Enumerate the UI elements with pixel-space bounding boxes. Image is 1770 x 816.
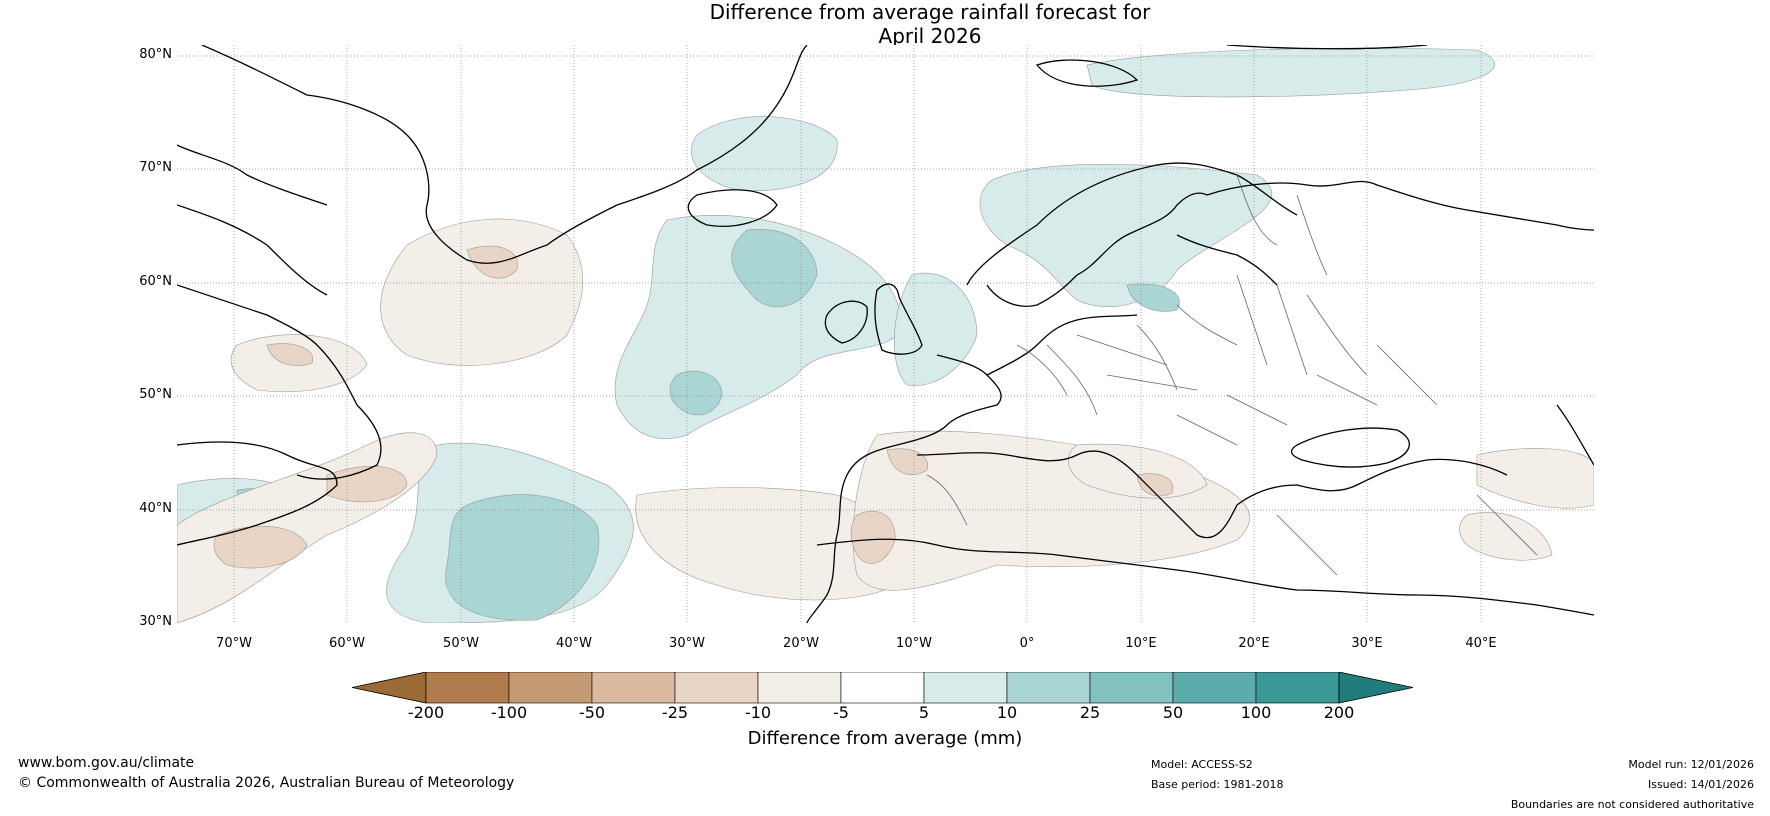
wet-region-east-greenland: [691, 116, 838, 192]
colorbar-label: Difference from average (mm): [747, 728, 1023, 749]
map-canvas: [177, 45, 1594, 623]
lon-label-40w: 40°W: [556, 636, 592, 651]
wet-region-baltic: [1126, 283, 1180, 312]
colorbar-tick-label: -200: [407, 703, 445, 722]
colorbar-segment: [1172, 671, 1257, 704]
lat-label-40n: 40°N: [139, 501, 172, 516]
wet-region-azores: [669, 370, 723, 416]
country-borders: [926, 174, 1538, 576]
wet-region-mid-atlantic-core: [445, 494, 600, 621]
dry-region-balkans-core: [1136, 473, 1174, 497]
colorbar-tick-label: 5: [918, 703, 930, 722]
title-line-2: April 2026: [878, 24, 982, 48]
coast-greenland: [201, 45, 808, 264]
colorbar-tick-label: -50: [578, 703, 606, 722]
graticule: [177, 45, 1594, 623]
lon-label-30w: 30°W: [669, 636, 705, 651]
lon-label-40e: 40°E: [1465, 636, 1497, 651]
lat-label-60n: 60°N: [139, 274, 172, 289]
lon-label-20w: 20°W: [783, 636, 819, 651]
footer-copyright: © Commonwealth of Australia 2026, Austra…: [18, 775, 515, 791]
dry-region-south-greenland: [380, 218, 584, 366]
coastlines: [177, 45, 1594, 623]
colorbar-tick-label: 10: [996, 703, 1018, 722]
dry-region-turkey: [1459, 512, 1553, 561]
coast-russia-north: [1206, 180, 1594, 231]
lat-label-50n: 50°N: [139, 387, 172, 402]
colorbar-tick-label: 50: [1162, 703, 1184, 722]
dry-region-iberia-core: [850, 510, 896, 564]
coast-baffin-2: [177, 204, 328, 296]
coast-baffin: [177, 144, 328, 206]
footer-model: Model: ACCESS-S2: [1151, 758, 1253, 771]
lon-label-20e: 20°E: [1238, 636, 1270, 651]
footer-disclaimer: Boundaries are not considered authoritat…: [1510, 798, 1754, 811]
wet-region-iceland-core: [731, 228, 818, 308]
colorbar-tick-label: -5: [833, 703, 849, 722]
coast-ireland: [824, 300, 868, 344]
colorbar-tick-label: -25: [661, 703, 689, 722]
colorbar-segment: [1089, 671, 1174, 704]
coast-north-africa: [816, 538, 1594, 616]
map-title: Difference from average rainfall forecas…: [0, 0, 1770, 48]
colorbar-segment: [674, 671, 759, 704]
coast-iceland: [687, 189, 778, 227]
coast-north-sea: [986, 314, 1138, 376]
coast-sweden-baltic: [1076, 192, 1208, 276]
coast-great-britain: [874, 283, 923, 355]
coast-caspian-edge: [1556, 404, 1594, 466]
colorbar-segment: [923, 671, 1008, 704]
lon-label-70w: 70°W: [216, 636, 252, 651]
colorbar-tick-label: -10: [744, 703, 772, 722]
dry-region-east-med: [1476, 448, 1594, 509]
lon-label-10e: 10°E: [1125, 636, 1157, 651]
colorbar-arrow-high: [1338, 671, 1414, 704]
colorbar-tick-label: -100: [490, 703, 528, 722]
anomaly-fields: [177, 47, 1594, 623]
colorbar-segment: [1006, 671, 1091, 704]
footer-model-run: Model run: 12/01/2026: [1628, 758, 1754, 771]
lon-label-60w: 60°W: [329, 636, 365, 651]
coast-mediterranean-north: [916, 450, 1508, 539]
colorbar-segment: [508, 671, 593, 704]
coast-europe-west: [806, 354, 1002, 623]
footer-base-period: Base period: 1981-2018: [1151, 778, 1284, 791]
coast-svalbard: [1035, 59, 1139, 87]
lon-label-0: 0°: [1019, 636, 1035, 651]
coast-labrador: [177, 284, 382, 480]
lat-label-70n: 70°N: [139, 160, 172, 175]
footer-website[interactable]: www.bom.gov.au/climate: [18, 755, 195, 771]
coast-scandinavia-south: [986, 274, 1078, 307]
lat-label-30n: 30°N: [139, 614, 172, 629]
colorbar-svg: [351, 671, 1414, 704]
wet-region-british-isles: [893, 272, 978, 386]
colorbar-arrow-low: [351, 671, 427, 704]
footer-issued: Issued: 14/01/2026: [1647, 778, 1754, 791]
title-line-1: Difference from average rainfall forecas…: [709, 0, 1151, 24]
coast-finland: [1176, 234, 1278, 286]
lon-label-50w: 50°W: [443, 636, 479, 651]
rainfall-anomaly-map: [177, 45, 1594, 623]
dry-region-west-atlantic-core: [213, 526, 308, 569]
colorbar-segment: [1255, 671, 1340, 704]
colorbar-segment: [591, 671, 676, 704]
coast-black-sea: [1290, 427, 1410, 468]
dry-region-labrador-core: [266, 343, 314, 366]
dry-region-south-greenland-core: [466, 245, 518, 279]
colorbar-segment: [840, 671, 925, 704]
lon-label-10w: 10°W: [896, 636, 932, 651]
colorbar: [351, 671, 1418, 708]
colorbar-tick-label: 200: [1323, 703, 1355, 722]
coast-norway: [966, 162, 1298, 286]
lon-label-30e: 30°E: [1351, 636, 1383, 651]
colorbar-tick-label: 100: [1240, 703, 1272, 722]
colorbar-segment: [757, 671, 842, 704]
lat-label-80n: 80°N: [139, 47, 172, 62]
coast-novaya: [1226, 45, 1428, 50]
colorbar-segment: [425, 671, 510, 704]
colorbar-tick-label: 25: [1079, 703, 1101, 722]
coast-nova-scotia: [177, 441, 338, 546]
wet-region-svalbard: [1086, 47, 1495, 98]
